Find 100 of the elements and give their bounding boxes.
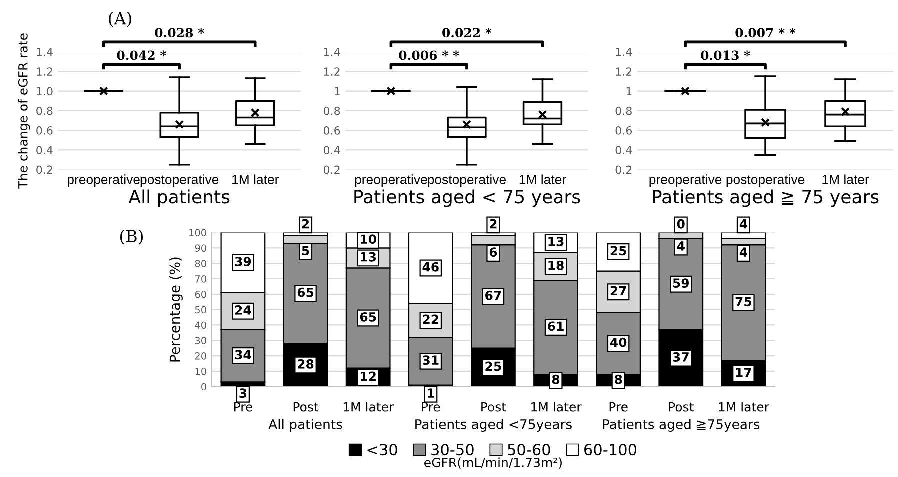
text: 0.007 * * — [736, 28, 796, 38]
text: Patients aged <75years — [416, 419, 572, 432]
x-tick-label: preoperative — [355, 174, 428, 187]
data-label: 27 — [610, 286, 626, 296]
data-label: 2 — [490, 219, 497, 229]
y-tick-label: 0.6 — [36, 126, 53, 135]
data-label: 12 — [361, 372, 376, 382]
data-label: 67 — [486, 290, 502, 300]
y-tick-label: 70 — [195, 275, 206, 283]
data-label: 34 — [235, 350, 252, 360]
y-tick-label: 100 — [190, 229, 206, 237]
y-tick-label: 0 — [202, 383, 206, 391]
legend-label: 30-50 — [432, 444, 474, 456]
data-label: 61 — [548, 322, 564, 332]
data-label: 3 — [240, 388, 247, 398]
y-axis-title: Percentage (%) — [170, 258, 183, 362]
data-label: 25 — [486, 362, 502, 372]
legend-label: 60-100 — [584, 444, 637, 456]
data-label: 17 — [736, 368, 752, 378]
data-label: 13 — [361, 252, 376, 262]
text: 0.028 * — [155, 28, 204, 38]
data-label: 37 — [673, 352, 689, 362]
data-label: 39 — [235, 256, 252, 266]
x-tick-label: 1M later — [532, 402, 582, 412]
x-tick-label: Post — [294, 402, 319, 412]
data-label: 13 — [548, 236, 564, 246]
y-tick-label: 0.4 — [324, 146, 340, 155]
x-tick-label: Pre — [234, 402, 252, 412]
data-label: 1 — [428, 388, 434, 398]
annotation: 0.013 * — [701, 50, 750, 60]
data-label: 75 — [736, 297, 752, 307]
y-axis-title: The change of eGFR rate — [18, 34, 30, 189]
data-label: 4 — [740, 248, 748, 257]
y-tick-label: 40 — [195, 322, 206, 330]
data-label: 8 — [614, 374, 622, 384]
data-label: 28 — [298, 359, 314, 369]
chart-title: (A) — [109, 12, 132, 28]
chart-title: (B) — [120, 230, 144, 245]
data-label: 25 — [610, 246, 626, 256]
data-label: 65 — [298, 288, 314, 298]
legend-label: <30 — [368, 444, 398, 456]
text: 0.022 * — [442, 28, 492, 38]
y-tick-label: 1.2 — [616, 68, 632, 76]
y-tick-label: 60 — [195, 290, 206, 298]
data-label: 6 — [490, 248, 498, 258]
y-tick-label: 50 — [195, 306, 206, 314]
x-tick-label: preoperative — [650, 174, 722, 187]
data-label: 31 — [423, 356, 439, 366]
data-label: 5 — [302, 246, 310, 256]
y-tick-label: 20 — [195, 352, 206, 360]
y-tick-label: 0.8 — [616, 106, 632, 116]
data-label: 18 — [548, 260, 564, 270]
y-tick-label: 1 — [626, 87, 632, 96]
x-tick-label: Pre — [422, 402, 440, 412]
y-tick-label: 0.8 — [324, 106, 340, 116]
data-label: 4 — [677, 242, 685, 251]
text: All patients — [268, 419, 342, 432]
x-tick-label: 1M later — [520, 174, 566, 184]
y-tick-label: 1 — [335, 87, 340, 96]
x-tick-label: Pre — [610, 402, 628, 412]
data-label: 65 — [360, 312, 376, 322]
y-tick-label: 80 — [195, 260, 206, 268]
y-tick-label: 1.2 — [324, 68, 340, 76]
y-tick-label: 1.4 — [37, 48, 53, 56]
x-axis-title: All patients — [128, 190, 230, 208]
y-tick-label: 1.2 — [37, 68, 52, 76]
data-label: 22 — [423, 314, 438, 324]
y-tick-label: 0.2 — [36, 166, 52, 174]
x-tick-label: Post — [669, 402, 694, 412]
data-label: 46 — [422, 262, 439, 272]
y-tick-label: 0.6 — [616, 126, 632, 135]
x-tick-label: 1M later — [344, 402, 394, 412]
y-tick-label: 10 — [196, 368, 206, 376]
y-tick-label: 0.2 — [616, 166, 632, 174]
legend-title: eGFR(mL/min/1.73m²) — [424, 458, 562, 469]
legend-label: 50-60 — [508, 444, 550, 456]
data-label: 10 — [361, 234, 376, 244]
y-tick-label: 0.8 — [36, 106, 53, 116]
data-label: 8 — [552, 374, 560, 384]
x-tick-label: 1M later — [232, 174, 279, 184]
data-label: 2 — [302, 219, 310, 229]
y-tick-label: 90 — [195, 244, 206, 252]
y-tick-label: 0.2 — [324, 166, 340, 174]
x-tick-label: postoperative — [140, 174, 219, 187]
y-tick-label: 1.0 — [37, 87, 53, 96]
annotation: 0.042 * — [117, 50, 166, 60]
y-tick-label: 0.4 — [36, 146, 53, 155]
x-tick-label: 1M later — [822, 174, 870, 184]
x-tick-label: 1M later — [719, 402, 770, 412]
x-tick-label: postoperative — [428, 174, 506, 187]
x-tick-label: Post — [482, 402, 506, 412]
y-tick-label: 30 — [195, 337, 206, 344]
x-axis-title: Patients aged ≧ 75 years — [653, 190, 879, 208]
data-label: 24 — [236, 306, 252, 315]
text: Patients aged ≧75years — [603, 419, 760, 432]
annotation: 0.006 * * — [399, 50, 460, 60]
y-tick-label: 0.4 — [616, 146, 632, 155]
data-label: 59 — [673, 278, 690, 288]
x-tick-label: postoperative — [726, 174, 805, 187]
data-label: 0 — [677, 219, 685, 229]
